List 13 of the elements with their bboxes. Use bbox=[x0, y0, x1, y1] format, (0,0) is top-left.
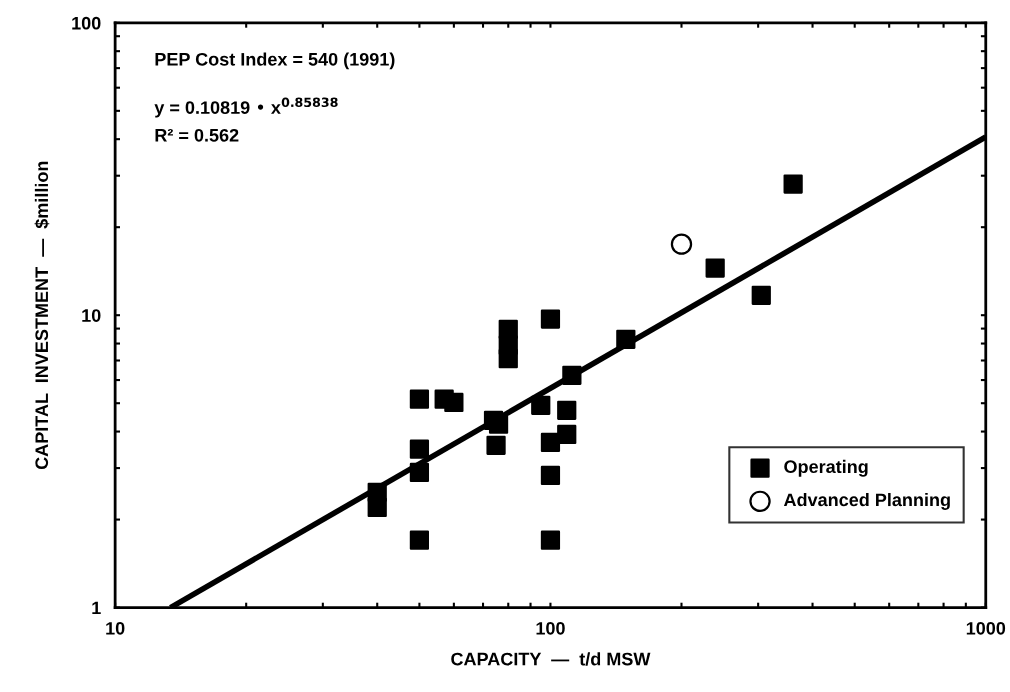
legend-label: Operating bbox=[784, 459, 868, 477]
x-axis-title: CAPACITY — t/d MSW bbox=[451, 652, 651, 666]
x-tick-label: 10 bbox=[106, 621, 125, 635]
y-tick-label: 10 bbox=[82, 309, 101, 322]
y-tick-label: 1 bbox=[92, 601, 101, 615]
legend-label: Advanced Planning bbox=[783, 492, 950, 510]
annotation: R² = 0.562 bbox=[155, 128, 239, 142]
x-tick-label: 1000 bbox=[966, 621, 1006, 635]
y-tick-label: 100 bbox=[72, 16, 101, 30]
annotation: y = 0.10819 • x$^{0.85838}$ bbox=[154, 97, 338, 118]
y-axis-title: CAPITAL INVESTMENT — $million bbox=[34, 161, 50, 470]
annotation: PEP Cost Index = 540 (1991) bbox=[155, 52, 395, 70]
x-tick-label: 100 bbox=[536, 621, 565, 635]
